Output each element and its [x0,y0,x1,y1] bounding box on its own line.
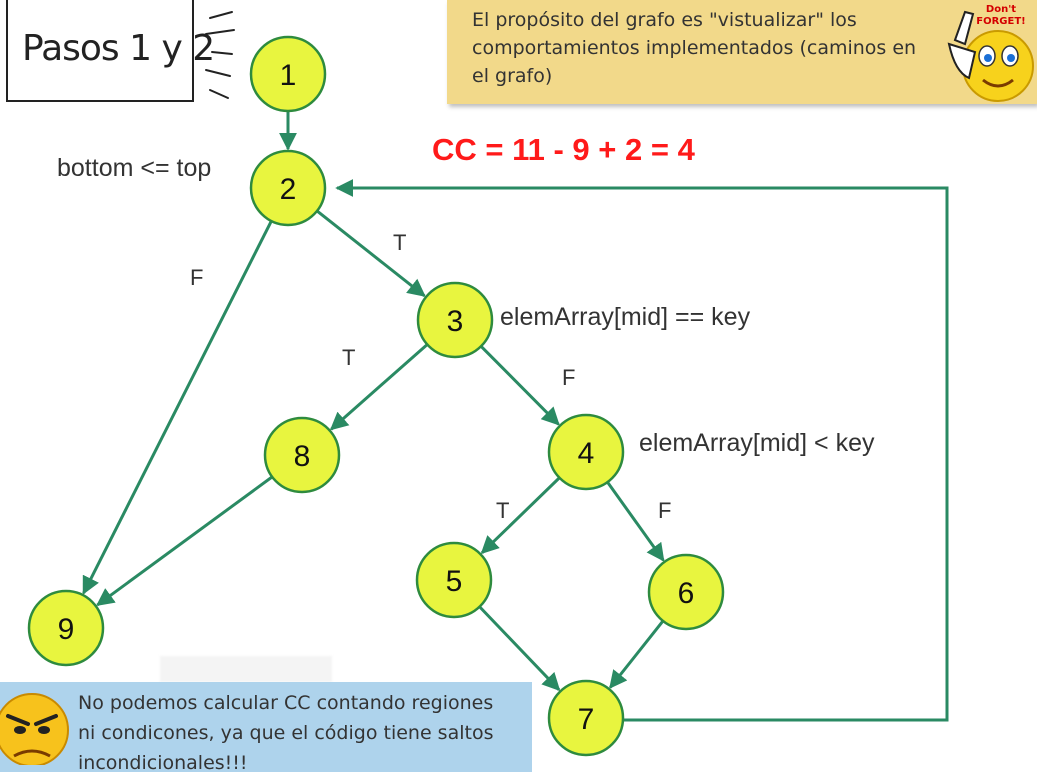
edge-label-4-6: F [658,498,672,523]
edge-6-7 [609,620,665,689]
node-label-4: 4 [578,437,595,470]
node-label-7: 7 [578,703,595,736]
node-label-5: 5 [446,565,463,598]
cc-formula: CC = 11 - 9 + 2 = 4 [432,132,695,167]
condition-label-node2: bottom <= top [57,154,212,182]
note-top: El propósito del grafo es "vistualizar" … [447,0,1037,104]
angry-smiley-icon [0,693,69,765]
node-circle-9 [27,589,105,667]
dont-forget-smiley-icon: Don't FORGET! [947,4,1034,102]
node-circle-4 [547,413,625,491]
node-label-8: 8 [294,440,311,473]
edge-4-5 [480,476,561,555]
node-9: 9 [27,589,105,667]
slide-title: Pasos 1 y 2 [22,28,215,69]
node-label-1: 1 [280,59,297,92]
edge-8-9 [96,475,274,607]
node-label-6: 6 [678,577,695,610]
node-circle-2 [249,149,327,227]
node-label-9: 9 [58,613,75,646]
dont-forget-line2: FORGET! [976,16,1025,27]
node-label-3: 3 [447,305,464,338]
node-4: 4 [547,413,625,491]
node-3: 3 [416,281,494,359]
condition-label-node4: elemArray[mid] < key [639,429,875,457]
node-circle-6 [647,553,725,631]
node-circle-8 [263,416,341,494]
node-circle-3 [416,281,494,359]
edge-label-2-9: F [190,265,204,290]
node-circle-5 [415,541,493,619]
note-top-text: El propósito del grafo es "vistualizar" … [472,9,917,87]
node-circle-1 [249,35,327,113]
edge-label-2-3: T [393,230,407,255]
edge-2-9 [82,220,273,595]
edge-3-8 [329,343,429,431]
smudge [160,656,332,682]
node-1: 1 [249,35,327,113]
edge-label-3-4: F [562,365,576,390]
edge-4-6 [606,481,665,562]
title-box: Pasos 1 y 2 [6,0,215,102]
condition-label-node3: elemArray[mid] == key [500,303,751,331]
edge-2-3 [316,209,426,297]
edge-3-4 [479,345,560,426]
dont-forget-line1: Don't [986,4,1016,15]
node-5: 5 [415,541,493,619]
edge-label-3-8: T [342,345,356,370]
edge-label-4-5: T [496,498,510,523]
node-circle-7 [547,679,625,757]
thinking-lines-icon [205,11,235,99]
note-bottom: No podemos calcular CC contando regiones… [0,682,532,774]
node-7: 7 [547,679,625,757]
node-2: 2 [249,149,327,227]
node-8: 8 [263,416,341,494]
note-bottom-text: No podemos calcular CC contando regiones… [78,692,494,774]
edge-7-2 [335,179,949,722]
node-6: 6 [647,553,725,631]
node-label-2: 2 [280,173,297,206]
edge-5-7 [478,605,561,692]
